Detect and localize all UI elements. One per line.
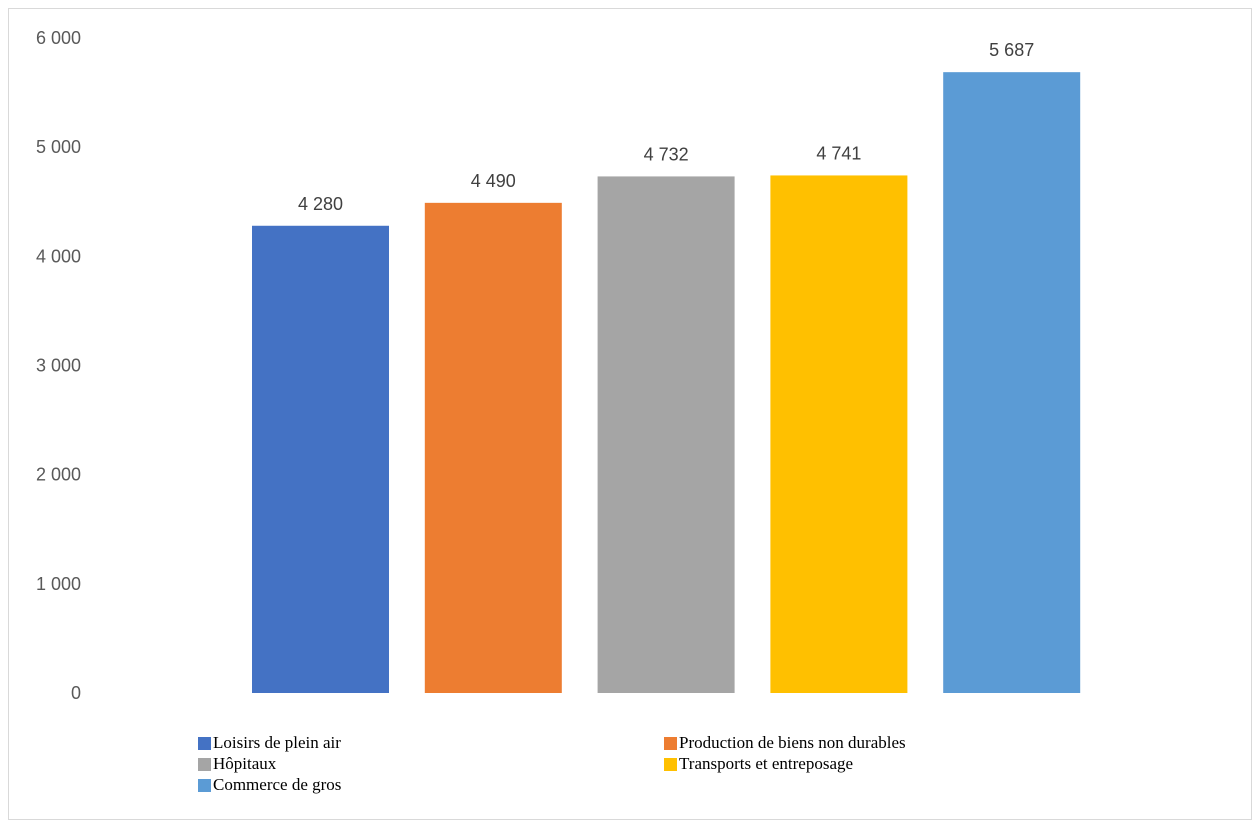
- legend-item: Commerce de gros: [198, 775, 664, 795]
- y-tick-label: 1 000: [36, 574, 81, 594]
- bar-value-label: 4 741: [816, 143, 861, 163]
- bar: [252, 225, 389, 693]
- legend-swatch: [664, 736, 677, 750]
- legend-item: Loisirs de plein air: [198, 733, 664, 753]
- legend-swatch: [198, 778, 211, 792]
- legend: Loisirs de plein air Production de biens …: [198, 733, 1078, 795]
- bar-value-label: 4 280: [298, 194, 343, 214]
- y-tick-label: 4 000: [36, 246, 81, 266]
- legend-item: Production de biens non durables: [664, 733, 1064, 753]
- y-tick-label: 0: [71, 683, 81, 703]
- legend-swatch: [198, 736, 211, 750]
- legend-item: Hôpitaux: [198, 754, 664, 774]
- bar: [943, 72, 1081, 693]
- legend-swatch: [198, 757, 211, 771]
- legend-label: Hôpitaux: [213, 754, 277, 773]
- y-tick-label: 6 000: [36, 28, 81, 48]
- y-axis-tick-labels: 0 1 000 2 000 3 000 4 000 5 000 6 000: [36, 28, 81, 703]
- legend-label: Commerce de gros: [213, 775, 342, 794]
- y-tick-label: 3 000: [36, 356, 81, 376]
- bar-value-label: 5 687: [989, 40, 1034, 60]
- bar-value-label: 4 732: [644, 144, 689, 164]
- y-tick-label: 2 000: [36, 465, 81, 485]
- legend-swatch: [664, 757, 677, 771]
- legend-label: Production de biens non durables: [679, 733, 906, 752]
- bar: [424, 202, 562, 693]
- bar-value-label: 4 490: [471, 171, 516, 191]
- data-labels: 4 280 4 490 4 732 4 741 5 687: [298, 40, 1034, 214]
- legend-label: Transports et entreposage: [679, 754, 854, 773]
- bar: [770, 175, 908, 694]
- bars: [252, 72, 1081, 694]
- bar: [597, 176, 735, 693]
- legend-label: Loisirs de plein air: [213, 733, 341, 752]
- legend-item: Transports et entreposage: [664, 754, 1064, 774]
- y-tick-label: 5 000: [36, 137, 81, 157]
